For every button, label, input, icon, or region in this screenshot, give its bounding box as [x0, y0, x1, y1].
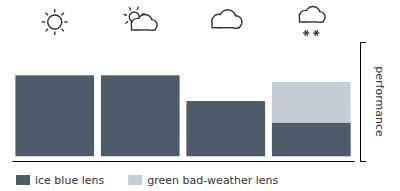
y-axis-title: performance — [373, 66, 386, 137]
legend-swatch — [128, 175, 142, 185]
cloud — [213, 11, 242, 28]
x-axis — [13, 161, 355, 163]
sun — [48, 15, 62, 29]
cloud-fill — [132, 23, 154, 29]
legend-item: green bad-weather lens — [128, 174, 278, 187]
y-axis — [361, 43, 367, 162]
sun-ray — [137, 7, 138, 10]
cloud-outline — [132, 23, 154, 29]
weather-icon — [42, 9, 68, 35]
bar-series — [186, 82, 350, 156]
sun-ray — [129, 7, 131, 10]
cloud-outline — [213, 20, 239, 27]
sun-ray — [54, 32, 55, 36]
legend: ice blue lens green bad-weather lens — [16, 174, 278, 187]
sun-ray — [61, 13, 63, 15]
snowflake — [315, 30, 318, 36]
snowflake — [305, 30, 308, 36]
bar — [272, 82, 351, 156]
weather-icon — [213, 11, 242, 28]
chart: performance ice blue lens green bad-weathe… — [0, 0, 400, 191]
bar — [101, 75, 180, 156]
bar — [272, 123, 351, 156]
legend-label: ice blue lens — [35, 174, 104, 187]
cloud — [300, 7, 324, 21]
cloud-fill — [300, 15, 322, 21]
sun-ray — [125, 21, 128, 23]
snowflake — [305, 30, 308, 36]
weather-icon — [124, 7, 157, 30]
weather-icon — [300, 7, 324, 36]
legend-label: green bad-weather lens — [147, 174, 278, 187]
plot-area — [15, 75, 350, 156]
snowflake — [315, 30, 318, 36]
sun-ray — [46, 13, 48, 15]
cloud-fill — [213, 20, 239, 27]
cloud — [132, 15, 156, 29]
y-axis-line — [361, 43, 367, 162]
x-axis-line — [13, 161, 355, 162]
sun-ray — [54, 9, 55, 13]
cloud-outline — [300, 15, 322, 21]
legend-item: ice blue lens — [16, 174, 104, 187]
sun-ray — [46, 29, 48, 31]
bar — [186, 101, 265, 156]
sun-ray — [42, 21, 46, 22]
sun-ray — [124, 14, 127, 16]
sun-ray — [61, 29, 63, 31]
legend-swatch — [16, 175, 30, 185]
weather-icons — [42, 7, 325, 36]
bar-series — [15, 75, 350, 156]
bar — [15, 75, 94, 156]
sun-ray — [64, 21, 68, 22]
